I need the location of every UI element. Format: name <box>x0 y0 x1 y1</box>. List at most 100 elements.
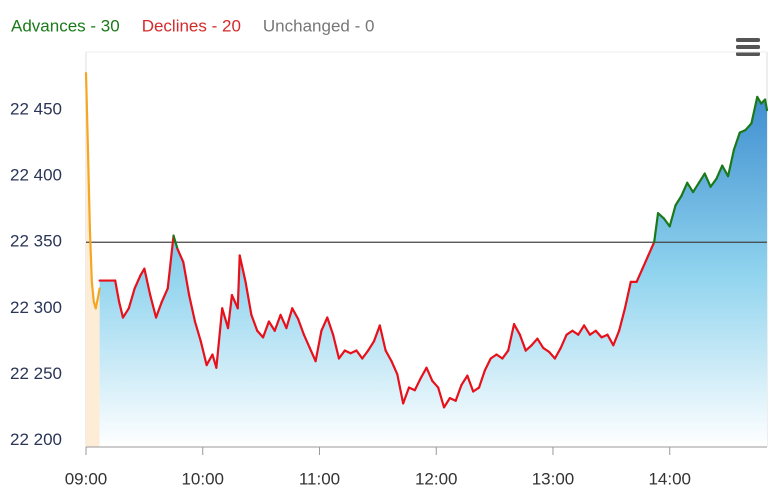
y-tick-label: 22 300 <box>10 298 62 317</box>
line-segment <box>390 360 399 376</box>
line-segment <box>160 287 169 303</box>
breadth-label: Unchanged - 0 <box>263 16 375 35</box>
line-segment <box>413 377 422 392</box>
line-segment <box>454 383 463 402</box>
line-segment <box>133 274 142 290</box>
y-tick-label: 22 200 <box>10 430 62 449</box>
line-segment <box>524 344 533 352</box>
y-tick-label: 22 350 <box>10 232 62 251</box>
line-segment <box>691 181 701 194</box>
line-segment <box>635 267 644 283</box>
line-segment <box>588 329 597 336</box>
line-segment <box>732 131 741 151</box>
line-segment <box>176 247 185 264</box>
line-segment <box>372 324 381 343</box>
breadth-label: Declines - 20 <box>142 16 241 35</box>
line-segment <box>668 204 677 228</box>
line-segment <box>577 324 586 336</box>
line-segment <box>193 320 202 343</box>
menu-button[interactable] <box>736 38 760 56</box>
x-tick-label: 09:00 <box>65 469 108 488</box>
line-segment <box>367 340 376 352</box>
y-tick-label: 22 250 <box>10 364 62 383</box>
line-segment <box>172 234 179 250</box>
line-segment <box>361 349 370 360</box>
line-segment <box>653 212 660 244</box>
line-segment <box>744 122 753 132</box>
line-segment <box>384 349 393 363</box>
line-segment <box>355 349 364 360</box>
line-segment <box>697 172 706 184</box>
line-segment <box>205 353 214 367</box>
line-segment <box>188 293 197 323</box>
line-segment <box>460 374 469 387</box>
line-segment <box>726 148 736 178</box>
line-segment <box>279 313 288 330</box>
line-segment <box>114 279 121 303</box>
line-segment <box>337 349 346 360</box>
line-segment <box>547 350 557 360</box>
line-segment <box>273 313 282 332</box>
y-tick-label: 22 400 <box>10 166 62 185</box>
line-segment <box>127 287 136 310</box>
line-segment <box>559 333 568 350</box>
line-segment <box>489 353 498 360</box>
line-segment <box>437 386 446 409</box>
line-segment <box>84 72 90 151</box>
x-tick-label: 13:00 <box>532 469 575 488</box>
x-tick-label: 10:00 <box>181 469 224 488</box>
line-segment <box>221 307 230 330</box>
line-segment <box>149 293 158 319</box>
line-segment <box>686 181 695 194</box>
line-segment <box>250 313 259 332</box>
line-segment <box>285 307 294 330</box>
line-segment <box>244 280 253 316</box>
line-segment <box>215 307 224 369</box>
line-segment <box>236 254 241 310</box>
line-segment <box>680 181 689 198</box>
line-segment <box>261 320 270 339</box>
line-segment <box>536 337 545 350</box>
line-segment <box>594 329 603 339</box>
area <box>86 73 100 448</box>
line-segment <box>641 254 650 270</box>
line-segment <box>154 300 163 319</box>
line-segment <box>308 346 317 363</box>
line-segment <box>466 374 475 393</box>
line-segment <box>763 98 769 112</box>
line-segment <box>121 307 130 319</box>
line-segment <box>507 323 516 352</box>
line-segment <box>553 346 562 360</box>
line-segment <box>571 329 580 336</box>
line-segment <box>542 346 551 353</box>
line-segment <box>314 329 323 363</box>
breadth-label: Advances - 30 <box>11 16 120 35</box>
line-segment <box>419 366 428 380</box>
line-segment <box>267 320 276 332</box>
line-segment <box>143 267 152 297</box>
line-segment <box>565 329 574 336</box>
line-segment <box>709 177 718 188</box>
line-segment <box>425 366 434 383</box>
line-segment <box>226 293 234 330</box>
line-segment <box>750 95 759 125</box>
line-segment <box>396 373 405 405</box>
line-segment <box>606 333 615 347</box>
line-segment <box>182 260 191 297</box>
line-segment <box>612 329 621 347</box>
line-segment <box>378 324 387 352</box>
x-tick-label: 11:00 <box>299 469 340 488</box>
line-segment <box>402 386 411 405</box>
line-segment <box>296 317 306 336</box>
line-segment <box>703 172 712 188</box>
line-segment <box>326 316 335 336</box>
y-tick-label: 22 450 <box>10 100 62 119</box>
line-segment <box>332 333 341 360</box>
line-segment <box>320 316 329 332</box>
area <box>99 96 768 448</box>
line-segment <box>302 333 311 350</box>
line-segment <box>662 217 671 228</box>
line-segment <box>618 307 627 332</box>
line-segment <box>715 164 724 180</box>
